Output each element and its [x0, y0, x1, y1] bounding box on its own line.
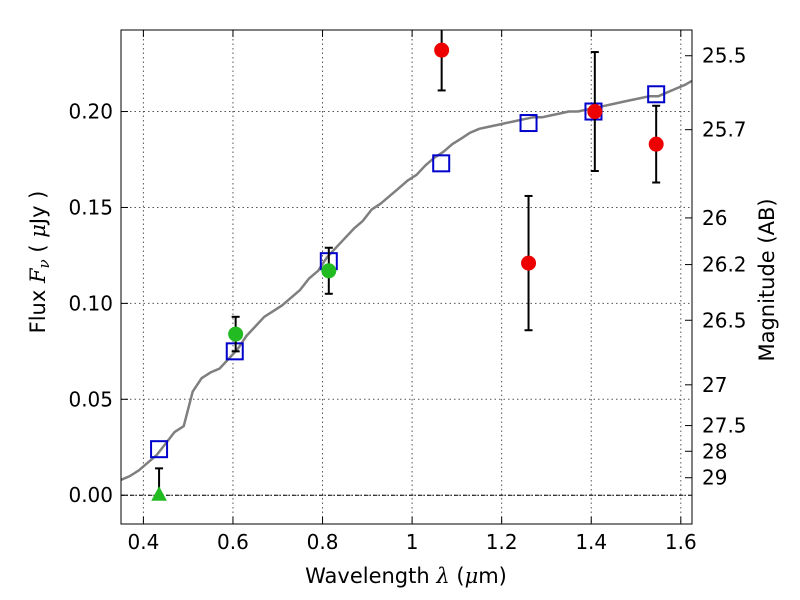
x-tick-label: 1.2 [486, 530, 518, 554]
plot-frame [120, 29, 693, 525]
x-axis-label-unit-mu: μ [465, 564, 479, 588]
x-tick-label: 1.6 [665, 530, 697, 554]
model-flux-square [519, 114, 538, 133]
x-tick-label: 0.4 [127, 530, 159, 554]
model-flux-square [150, 440, 169, 459]
x-tick-label: 1 [406, 530, 419, 554]
model-flux-square [647, 85, 666, 104]
y-axis-label-symbol-sub: ν [35, 259, 53, 268]
x-axis-label-text: Wavelength [305, 564, 430, 588]
observed-flux-point [587, 104, 603, 120]
right-tick-label: 26.2 [702, 253, 747, 277]
observed-flux-point [648, 136, 664, 152]
right-tick-label: 29 [702, 466, 727, 490]
model-flux-square [432, 154, 451, 173]
y-tick-label: 0.05 [68, 387, 113, 411]
y-axis-label-unit-mu: μ [26, 224, 50, 238]
observed-flux-point [321, 263, 337, 279]
y-axis-label-unit-open: ( [26, 238, 50, 253]
plot-background [121, 30, 692, 524]
y-tick-label: 0.20 [68, 100, 113, 124]
right-tick-label: 27.5 [702, 414, 747, 438]
x-tick-label: 0.8 [307, 530, 339, 554]
right-axis-label: Magnitude (AB) [755, 198, 779, 361]
y-axis-label-unit-rest: Jy ) [26, 191, 50, 227]
axes-ticks: 0.4 0.6 0.8 1 1.2 1.4 1.6 0.00 0.05 0.10 0.15 0.20 2… [68, 30, 747, 554]
x-axis-label-symbol: λ [435, 564, 449, 588]
y-axis-label-symbol: F [26, 267, 50, 284]
observed-flux-point [434, 42, 450, 58]
data-series [121, 30, 692, 501]
right-tick-label: 25.7 [702, 118, 747, 142]
x-axis-label-unit-rest: m) [478, 564, 507, 588]
y-tick-label: 0.10 [68, 291, 113, 315]
upper-limit-triangle [151, 486, 167, 501]
x-tick-label: 0.6 [217, 530, 249, 554]
right-tick-label: 27 [702, 373, 727, 397]
x-tick-label: 1.4 [575, 530, 607, 554]
x-axis-label: Wavelength λ (μm) [305, 564, 507, 588]
observed-flux-point [228, 326, 244, 342]
right-tick-label: 28 [702, 439, 727, 463]
y-tick-label: 0.00 [68, 483, 113, 507]
y-axis-label: Flux Fν ( μJy ) [26, 191, 53, 334]
x-axis-label-unit-open: ( [450, 564, 465, 588]
right-tick-label: 25.5 [702, 44, 747, 68]
observed-flux-point [521, 255, 537, 271]
right-tick-label: 26 [702, 206, 727, 230]
y-axis-label-text: Flux [26, 290, 50, 334]
y-tick-label: 0.15 [68, 195, 113, 219]
right-tick-label: 26.5 [702, 308, 747, 332]
